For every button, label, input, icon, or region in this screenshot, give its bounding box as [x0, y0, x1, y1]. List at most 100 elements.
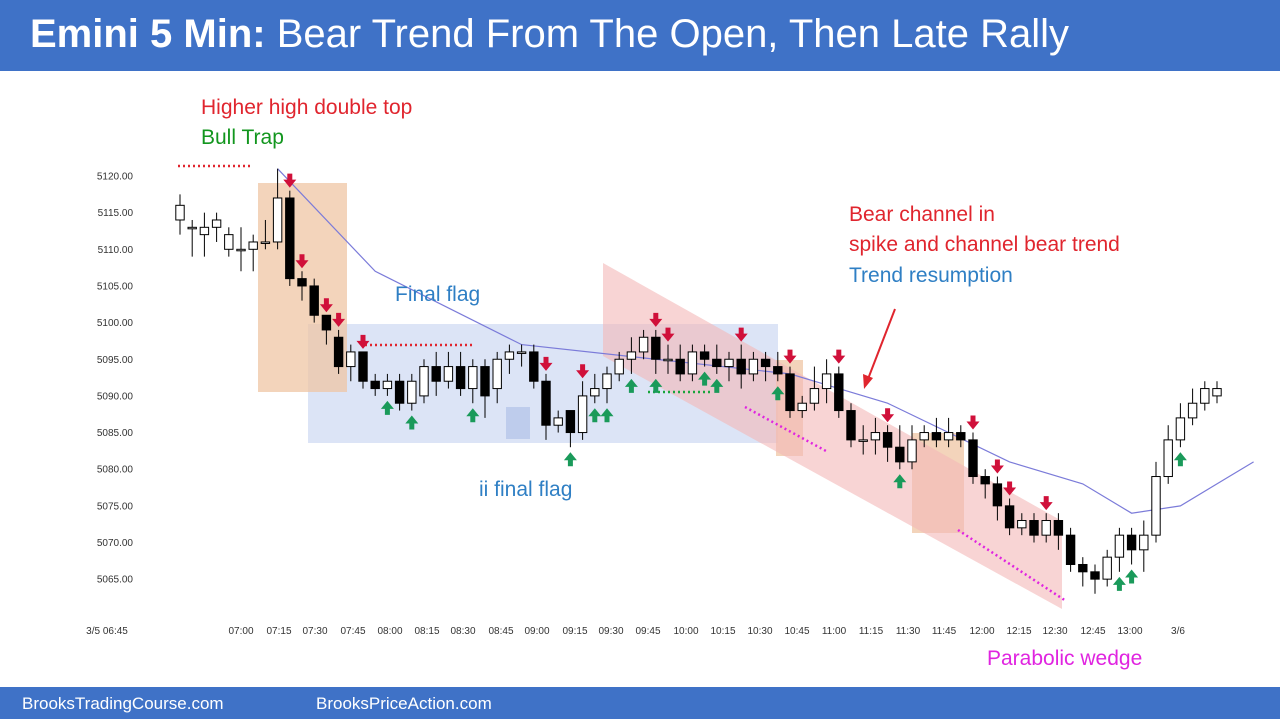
wedge-line-2	[957, 528, 1067, 603]
annotation-final-flag: Final flag	[395, 283, 480, 306]
candle-body	[907, 439, 917, 463]
candle-body	[1053, 520, 1064, 536]
candle-body	[419, 366, 429, 397]
candle	[797, 395, 807, 418]
candle-body	[358, 351, 368, 382]
x-tick-label: 11:00	[822, 626, 847, 637]
y-tick-label: 5115.00	[98, 208, 134, 219]
title-rest: Bear Trend From The Open, Then Late Rall…	[276, 12, 1069, 56]
up-arrow-icon	[624, 378, 638, 393]
footer-left-link[interactable]: BrooksTradingCourse.com	[22, 694, 224, 713]
candle-body	[895, 446, 905, 463]
candle-body	[541, 380, 551, 426]
candle	[882, 425, 893, 462]
candle-body	[724, 358, 734, 368]
x-tick-label: 12:15	[1006, 626, 1031, 637]
candle	[870, 417, 881, 455]
candle	[980, 469, 990, 499]
candle-body	[919, 432, 929, 441]
candle	[248, 234, 258, 272]
footer-right-link[interactable]: BrooksPriceAction.com	[316, 694, 492, 713]
candle-body	[529, 351, 539, 382]
down-arrow-icon	[734, 327, 748, 342]
down-arrow-icon	[1003, 481, 1017, 496]
candle-body	[346, 351, 356, 368]
up-arrow-icon	[563, 452, 577, 467]
candle-body	[285, 197, 295, 280]
candle	[407, 373, 417, 411]
candle-body	[480, 366, 490, 397]
candle-body	[736, 358, 746, 375]
candle	[821, 359, 832, 404]
candle-body	[712, 358, 722, 368]
candle	[736, 344, 746, 389]
pointer-arrow-line	[867, 308, 896, 380]
annotation-higher-high: Higher high double top	[201, 96, 412, 119]
down-arrow-icon	[295, 254, 309, 269]
candle-body	[846, 410, 856, 441]
candle-body	[882, 432, 893, 448]
candle-body	[199, 226, 210, 236]
y-axis: 5065.00 5070.00 5075.00 5080.00 5085.00 5090.…	[97, 172, 134, 586]
candle	[321, 314, 332, 345]
annotation-parabolic-wedge: Parabolic wedge	[987, 647, 1142, 670]
candle	[651, 329, 661, 374]
candle-body	[248, 241, 258, 250]
candle	[175, 194, 185, 235]
candle	[663, 344, 673, 374]
candle	[785, 366, 795, 418]
candle-body	[663, 358, 673, 362]
candle-body	[1139, 534, 1149, 551]
candle	[1151, 461, 1161, 543]
y-tick-label: 5120.00	[97, 172, 134, 183]
candle	[333, 329, 344, 374]
candle-body	[785, 373, 795, 412]
down-arrow-icon	[576, 364, 590, 379]
annotation-trend-resumption: Trend resumption	[849, 264, 1013, 287]
footer-banner: BrooksTradingCourse.com BrooksPriceActio…	[0, 687, 1280, 719]
candle-body	[773, 366, 783, 375]
candle	[956, 425, 966, 448]
candle	[724, 351, 734, 382]
candle	[346, 344, 356, 382]
candle	[1053, 513, 1064, 550]
up-arrow-icon	[405, 415, 419, 430]
candle	[699, 344, 710, 367]
candle	[236, 227, 246, 272]
annotation-ii-final-flag: ii final flag	[479, 478, 572, 501]
candle	[1187, 388, 1198, 426]
candle-body	[1065, 534, 1076, 565]
candle-body	[980, 476, 990, 485]
candle	[760, 351, 771, 382]
chart-lines	[178, 164, 1254, 603]
candle-body	[1041, 520, 1051, 536]
candle	[529, 344, 539, 389]
candle	[1200, 381, 1210, 411]
candle	[809, 366, 820, 411]
annotation-bear-channel-1: Bear channel in	[849, 203, 995, 226]
page-title: Emini 5 Min: Bear Trend From The Open, T…	[30, 12, 1069, 57]
candle-body	[443, 366, 454, 382]
up-arrow-icon	[698, 371, 712, 386]
title-bold: Emini 5 Min:	[30, 12, 266, 56]
x-tick-label: 10:15	[710, 626, 735, 637]
candle	[712, 344, 722, 374]
x-tick-label: 07:30	[302, 626, 327, 637]
candle	[614, 351, 624, 382]
y-tick-label: 5085.00	[97, 428, 134, 439]
up-arrow-icon	[1173, 452, 1187, 467]
candle	[943, 417, 954, 448]
candle-body	[394, 380, 405, 404]
candle	[1114, 527, 1125, 572]
x-tick-label: 3/6	[1171, 626, 1185, 637]
x-axis: 3/5 06:45 07:00 07:15 07:30 07:45 08:00 08:15 0…	[86, 626, 1185, 637]
y-tick-label: 5080.00	[97, 465, 134, 476]
candle	[272, 168, 283, 250]
y-tick-label: 5075.00	[97, 501, 134, 512]
candle	[1175, 403, 1186, 448]
candle-body	[687, 351, 698, 375]
down-arrow-icon	[319, 298, 333, 313]
candle-body	[1004, 505, 1015, 529]
x-tick-label: 09:45	[635, 626, 660, 637]
y-tick-label: 5090.00	[97, 391, 134, 402]
